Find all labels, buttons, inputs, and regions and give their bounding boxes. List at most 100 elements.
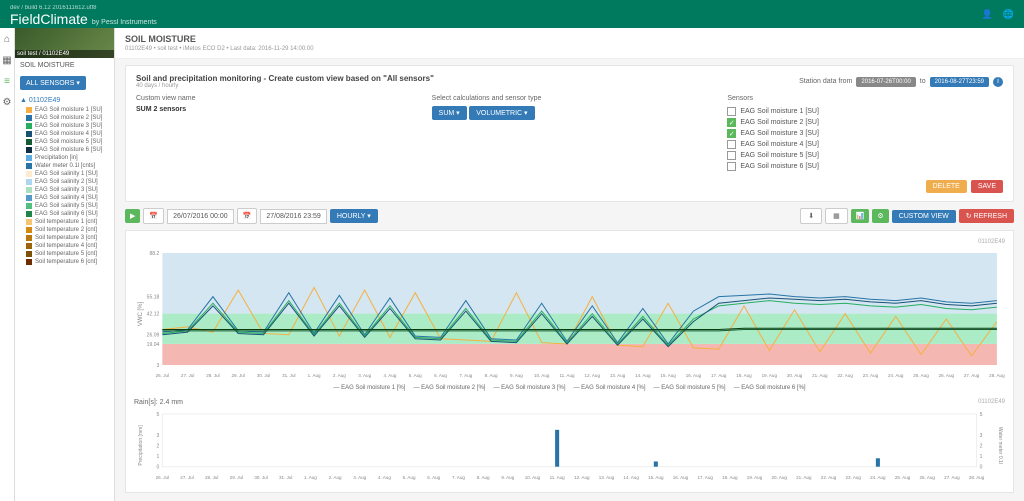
tree-item[interactable]: EAG Soil moisture 6 [SU]: [20, 146, 109, 154]
tree-item[interactable]: EAG Soil salinity 6 [SU]: [20, 210, 109, 218]
tree-item[interactable]: Soil temperature 6 [cnt]: [20, 258, 109, 266]
svg-text:11. Aug: 11. Aug: [559, 373, 575, 378]
svg-text:31. Jul: 31. Jul: [279, 475, 292, 480]
tree-item[interactable]: Water meter 0.1l [cnts]: [20, 162, 109, 170]
svg-text:6. Aug: 6. Aug: [434, 373, 447, 378]
tree-item[interactable]: Soil temperature 2 [cnt]: [20, 226, 109, 234]
svg-text:55.18: 55.18: [147, 294, 160, 300]
tree-item[interactable]: EAG Soil moisture 5 [SU]: [20, 138, 109, 146]
svg-text:1. Aug: 1. Aug: [304, 475, 317, 480]
svg-text:0: 0: [980, 465, 983, 471]
svg-text:19. Aug: 19. Aug: [747, 475, 763, 480]
tree-item[interactable]: Precipitation [in]: [20, 154, 109, 162]
sensor-checkbox-row[interactable]: EAG Soil moisture 6 [SU]: [727, 161, 1003, 172]
dash-icon[interactable]: ▦: [2, 55, 11, 66]
svg-text:Precipitation [mm]: Precipitation [mm]: [138, 425, 144, 466]
svg-text:4. Aug: 4. Aug: [384, 373, 397, 378]
sum-button[interactable]: SUM ▾: [432, 106, 467, 120]
tree-item[interactable]: Soil temperature 1 [cnt]: [20, 218, 109, 226]
gear-icon[interactable]: ⚙: [3, 97, 12, 108]
svg-text:31. Jul: 31. Jul: [282, 373, 295, 378]
svg-text:2: 2: [980, 444, 983, 450]
chart1-id: 01102E49: [134, 239, 1005, 245]
chart-toolbar: ▶ 📅 26/07/2016 00:00 📅 27/08/2016 23:59 …: [125, 208, 1014, 224]
station-caption: soil test / 01102E49: [15, 50, 114, 58]
grid-button[interactable]: ▦: [825, 208, 848, 224]
svg-text:17. Aug: 17. Aug: [697, 475, 713, 480]
tree-item[interactable]: Soil temperature 3 [cnt]: [20, 234, 109, 242]
play-button[interactable]: ▶: [125, 209, 140, 223]
svg-text:30. Jul: 30. Jul: [254, 475, 267, 480]
date-to[interactable]: 2016-08-27T23:59: [930, 77, 989, 87]
sensor-checkbox-row[interactable]: EAG Soil moisture 1 [SU]: [727, 106, 1003, 117]
bars-icon[interactable]: ≡: [4, 76, 10, 87]
svg-text:8. Aug: 8. Aug: [477, 475, 490, 480]
cal1-button[interactable]: 📅: [143, 208, 164, 224]
chart-btn2[interactable]: ⚙: [872, 209, 888, 223]
sensor-checkbox-row[interactable]: ✓EAG Soil moisture 3 [SU]: [727, 128, 1003, 139]
tree-item[interactable]: EAG Soil salinity 2 [SU]: [20, 178, 109, 186]
tree-item[interactable]: EAG Soil salinity 5 [SU]: [20, 202, 109, 210]
info-icon[interactable]: i: [993, 77, 1003, 87]
svg-text:18. Aug: 18. Aug: [736, 373, 752, 378]
tree-header[interactable]: ▲ 01102E49: [20, 95, 109, 106]
svg-text:5: 5: [980, 412, 983, 418]
svg-text:1: 1: [157, 454, 160, 460]
tree-item[interactable]: EAG Soil moisture 1 [SU]: [20, 106, 109, 114]
all-sensors-button[interactable]: ALL SENSORS ▾: [20, 76, 86, 90]
custom-view-button[interactable]: CUSTOM VIEW: [892, 210, 956, 223]
svg-text:15. Aug: 15. Aug: [660, 373, 676, 378]
svg-text:18. Aug: 18. Aug: [722, 475, 738, 480]
sensor-checkbox-row[interactable]: EAG Soil moisture 5 [SU]: [727, 150, 1003, 161]
svg-text:16. Aug: 16. Aug: [686, 373, 702, 378]
tree-item[interactable]: Soil temperature 5 [cnt]: [20, 250, 109, 258]
chart1-legend: — EAG Soil moisture 1 [%]— EAG Soil mois…: [134, 383, 1005, 393]
page-subtitle: 01102E49 • soil test • iMetos ECO D2 • L…: [125, 46, 1014, 52]
svg-text:9. Aug: 9. Aug: [501, 475, 514, 480]
svg-text:24. Aug: 24. Aug: [888, 373, 904, 378]
svg-text:3: 3: [157, 363, 160, 369]
svg-text:17. Aug: 17. Aug: [711, 373, 727, 378]
tree-item[interactable]: Soil temperature 4 [cnt]: [20, 242, 109, 250]
user-icon[interactable]: 👤: [982, 9, 993, 20]
tree-item[interactable]: EAG Soil salinity 1 [SU]: [20, 170, 109, 178]
svg-text:30. Jul: 30. Jul: [257, 373, 270, 378]
hourly-button[interactable]: HOURLY ▾: [330, 209, 378, 223]
volumetric-button[interactable]: VOLUMETRIC ▾: [469, 106, 534, 120]
page-title: SOIL MOISTURE: [125, 34, 1014, 44]
sidebar-title: SOIL MOISTURE: [15, 58, 114, 73]
nav-rail: ⌂ ▦ ≡ ⚙: [0, 28, 15, 501]
main-content: SOIL MOISTURE 01102E49 • soil test • iMe…: [115, 28, 1024, 501]
tree-item[interactable]: EAG Soil moisture 4 [SU]: [20, 130, 109, 138]
svg-text:5. Aug: 5. Aug: [409, 373, 422, 378]
sensor-tree: ▲ 01102E49 EAG Soil moisture 1 [SU]EAG S…: [15, 93, 114, 501]
chart1-panel: 01102E49 88.255.1842.1226.0919.04326. Ju…: [125, 230, 1014, 493]
refresh-button[interactable]: ↻ REFRESH: [959, 209, 1014, 223]
svg-text:10. Aug: 10. Aug: [525, 475, 541, 480]
delete-button[interactable]: DELETE: [926, 180, 967, 193]
config-title: Soil and precipitation monitoring - Crea…: [136, 74, 434, 83]
chart-btn1[interactable]: 📊: [851, 209, 870, 223]
svg-text:21. Aug: 21. Aug: [796, 475, 812, 480]
tree-item[interactable]: EAG Soil moisture 3 [SU]: [20, 122, 109, 130]
save-button[interactable]: SAVE: [971, 180, 1003, 193]
toolbar-date-to[interactable]: 27/08/2016 23:59: [260, 209, 327, 224]
svg-text:26. Jul: 26. Jul: [156, 373, 169, 378]
svg-text:Water meter 0.1l: Water meter 0.1l: [997, 427, 1003, 464]
globe-icon[interactable]: 🌐: [1003, 9, 1014, 20]
cal2-button[interactable]: 📅: [237, 208, 258, 224]
toolbar-date-from[interactable]: 26/07/2016 00:00: [167, 209, 234, 224]
tree-item[interactable]: EAG Soil salinity 4 [SU]: [20, 194, 109, 202]
download-button[interactable]: ⬇: [800, 208, 822, 224]
sensor-checkbox-row[interactable]: EAG Soil moisture 4 [SU]: [727, 139, 1003, 150]
svg-text:28. Jul: 28. Jul: [206, 373, 219, 378]
sensor-checkbox-row[interactable]: ✓EAG Soil moisture 2 [SU]: [727, 117, 1003, 128]
date-from[interactable]: 2016-07-26T00:00: [856, 77, 915, 87]
tree-item[interactable]: EAG Soil moisture 2 [SU]: [20, 114, 109, 122]
svg-text:2. Aug: 2. Aug: [329, 475, 342, 480]
custom-view-label: Custom view name: [136, 95, 412, 102]
home-icon[interactable]: ⌂: [4, 34, 10, 45]
svg-text:14. Aug: 14. Aug: [623, 475, 639, 480]
tree-item[interactable]: EAG Soil salinity 3 [SU]: [20, 186, 109, 194]
top-bar: dev / build 6.12 2016111612.utf8 FieldCl…: [0, 0, 1024, 28]
